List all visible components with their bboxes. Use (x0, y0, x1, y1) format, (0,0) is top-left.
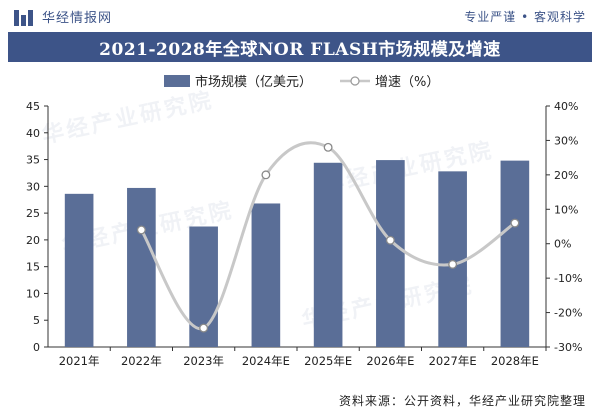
y-right-tick-label: 10% (554, 203, 578, 216)
x-tick-label: 2027年E (429, 354, 477, 368)
growth-point (136, 225, 146, 235)
y-right-tick-label: -30% (554, 341, 582, 354)
bar (500, 160, 530, 347)
bar (251, 203, 281, 347)
brand: 华经情报网 (14, 7, 112, 26)
legend-bar-swatch (164, 75, 190, 87)
brand-logo-icon (14, 8, 36, 26)
x-tick-label: 2022年 (121, 354, 162, 368)
x-tick-label: 2025年E (304, 354, 352, 368)
bar (64, 193, 94, 347)
bar (376, 160, 405, 347)
growth-point (199, 323, 209, 333)
y-left-tick-label: 40 (26, 127, 40, 140)
y-left-tick-label: 30 (26, 180, 40, 193)
x-tick-label: 2024年E (242, 354, 290, 368)
growth-point (448, 259, 458, 269)
y-left-tick-label: 10 (26, 287, 40, 300)
y-left-tick-label: 5 (33, 314, 40, 327)
growth-point (261, 170, 271, 180)
x-tick-label: 2026年E (366, 354, 414, 368)
bar (127, 187, 156, 347)
source-note: 资料来源：公开资料，华经产业研究院整理 (338, 394, 586, 408)
y-left-tick-label: 25 (26, 207, 40, 220)
y-left-tick-label: 45 (26, 100, 40, 113)
chart-area: 市场规模（亿美元） 增速（%） 0 5 10 15 20 25 30 35 40 45 -30% -20%… (26, 74, 582, 368)
x-tick-label: 2028年E (491, 354, 539, 368)
tagline: 专业严谨 • 客观科学 (464, 10, 586, 24)
y-right-tick-label: 20% (554, 169, 578, 182)
y-left-tick-label: 20 (26, 234, 40, 247)
bar (438, 171, 467, 347)
top-header: 华经情报网 专业严谨 • 客观科学 (0, 0, 600, 32)
legend-line-marker (350, 76, 360, 86)
title-bar: 2021-2028年全球NOR FLASH市场规模及增速 (8, 32, 592, 62)
y-left-tick-label: 35 (26, 154, 40, 167)
brand-name: 华经情报网 (42, 11, 113, 26)
x-tick-label: 2023年 (183, 354, 224, 368)
y-left-tick-label: 0 (33, 341, 40, 354)
growth-point (510, 218, 520, 228)
legend-bar-label: 市场规模（亿美元） (195, 74, 312, 90)
legend-line-label: 增速（%） (375, 75, 439, 90)
growth-point (323, 142, 333, 152)
chart-title: 2021-2028年全球NOR FLASH市场规模及增速 (99, 39, 501, 60)
y-right-tick-label: 30% (554, 134, 578, 147)
y-left-tick-label: 15 (26, 261, 40, 274)
y-right-tick-label: 0% (554, 238, 571, 251)
bar (313, 162, 343, 347)
y-right-tick-label: -10% (554, 272, 582, 285)
x-tick-label: 2021年 (59, 354, 100, 368)
growth-point (385, 235, 395, 245)
y-right-tick-label: -20% (554, 307, 582, 320)
y-right-tick-label: 40% (554, 100, 578, 113)
